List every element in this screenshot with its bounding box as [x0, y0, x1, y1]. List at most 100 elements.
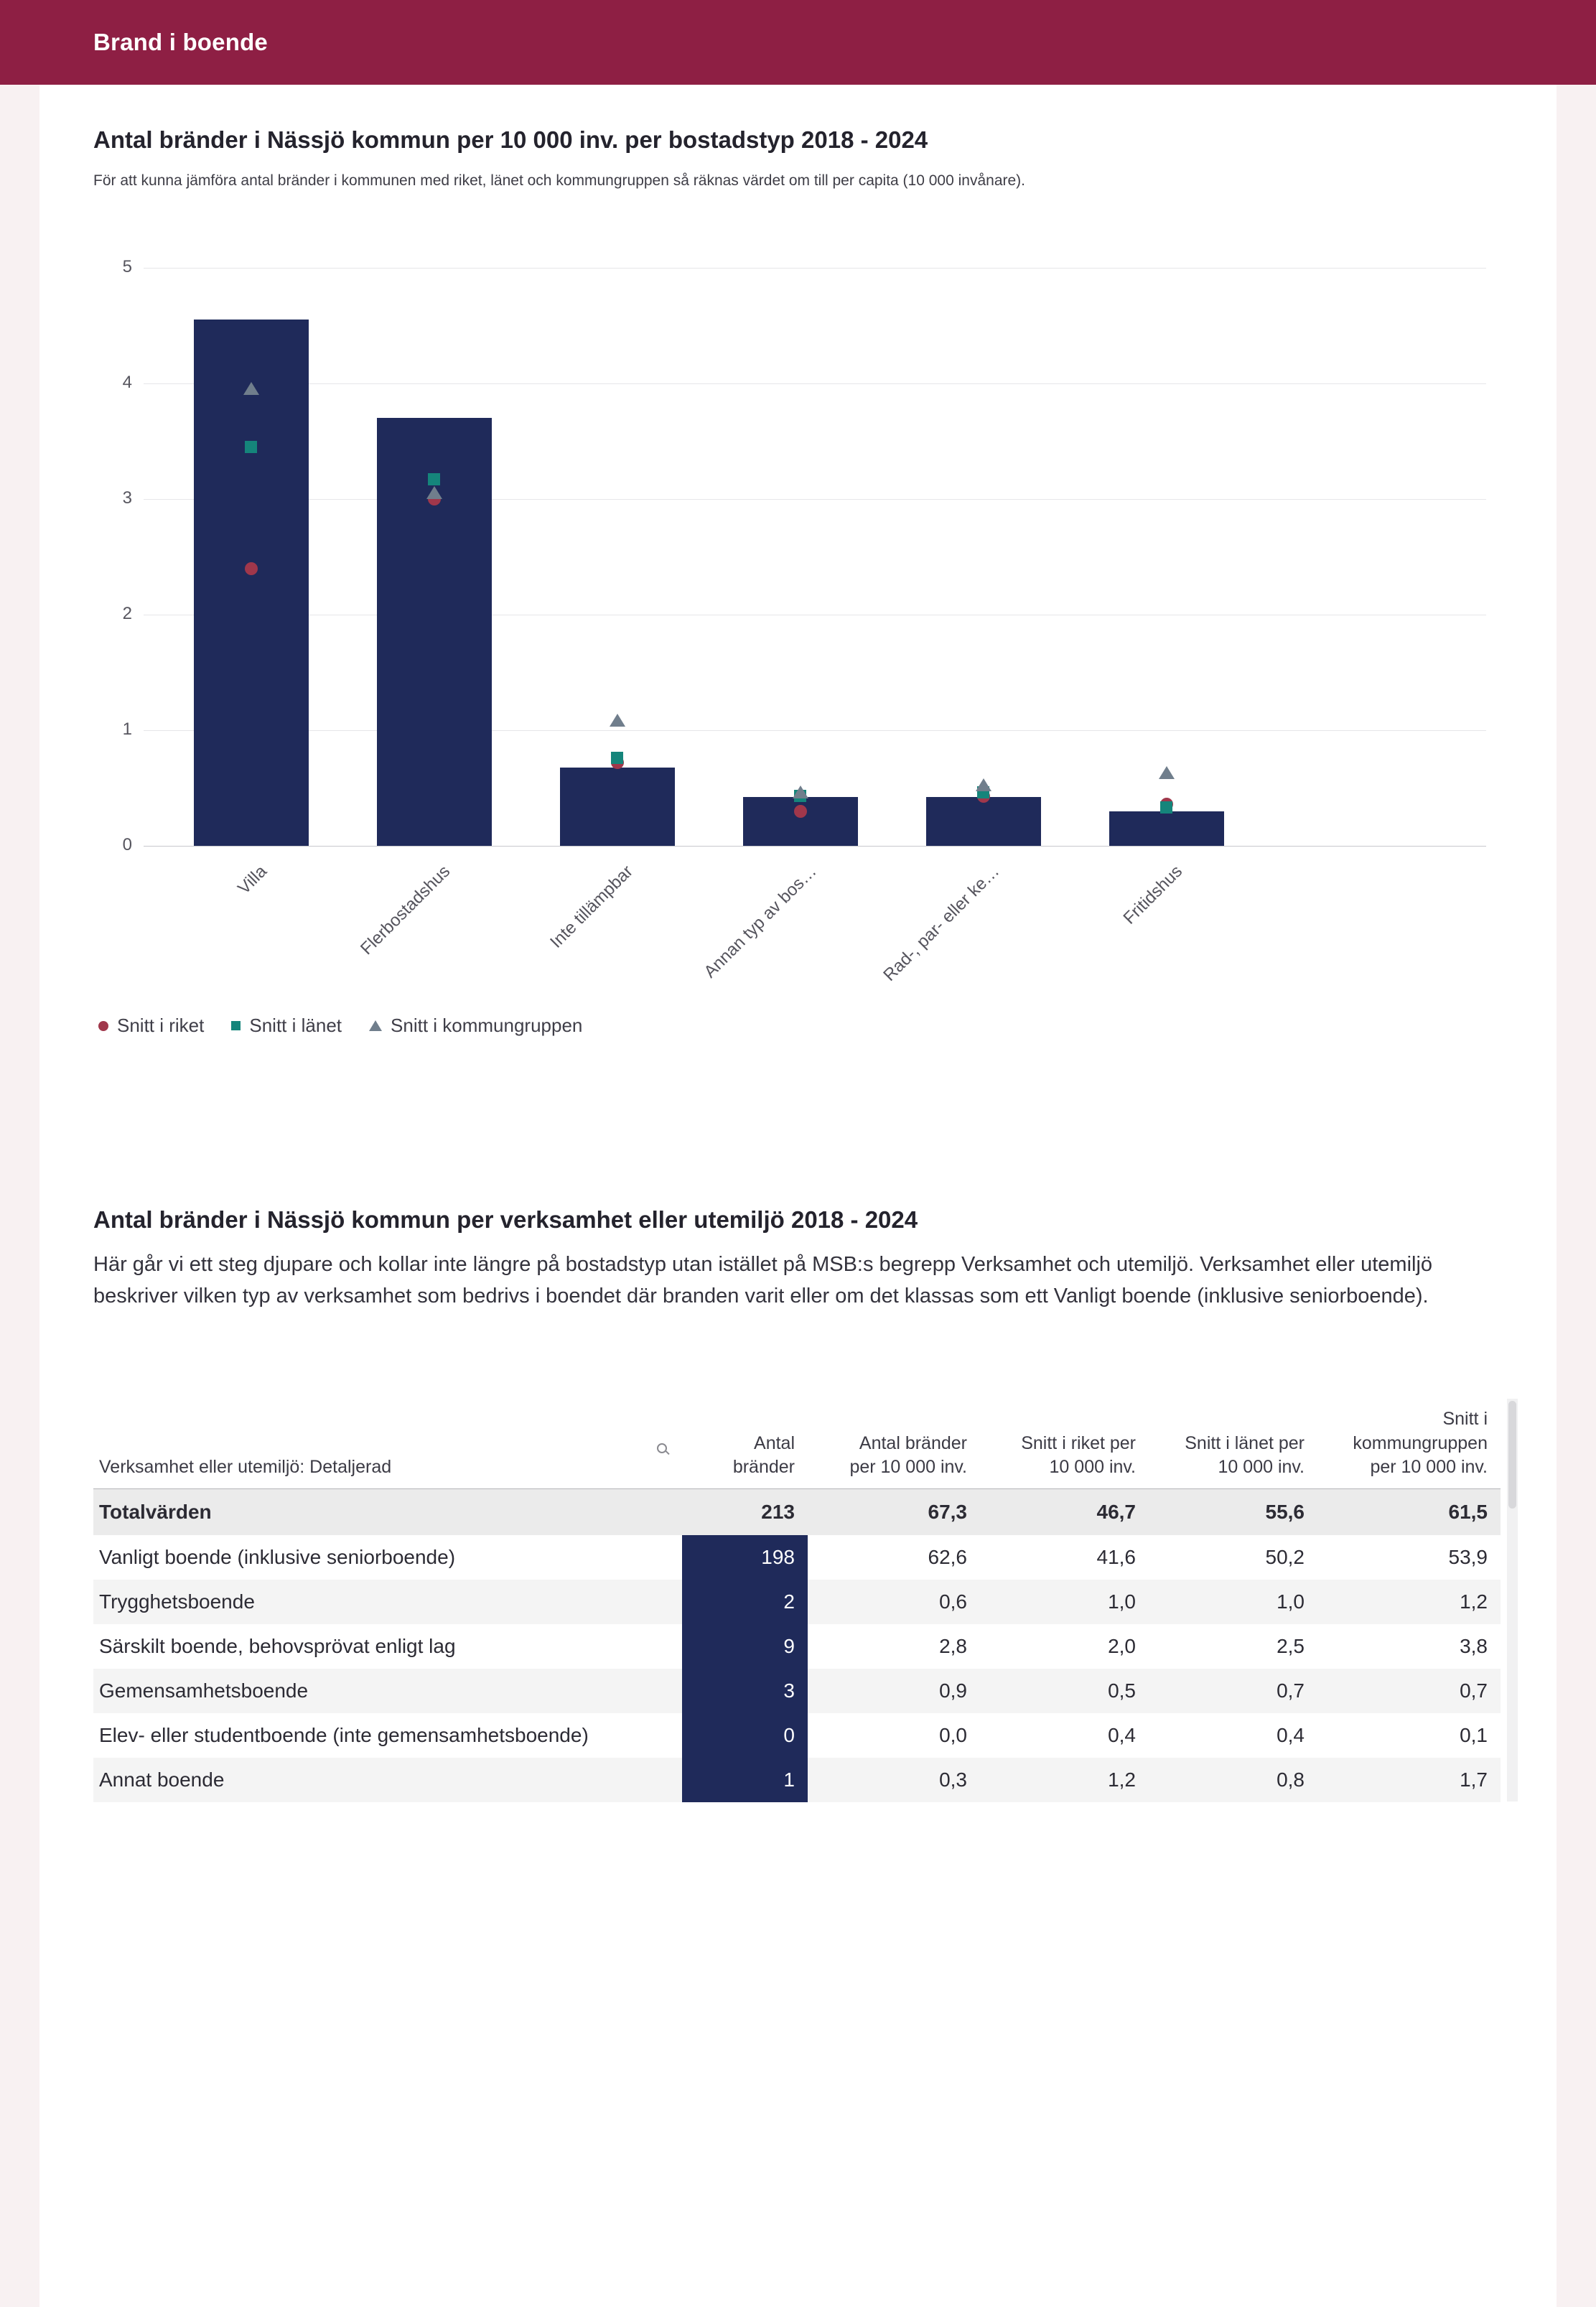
value-cell: 50,2 [1265, 1546, 1305, 1568]
content-card: Antal bränder i Nässjö kommun per 10 000… [39, 85, 1557, 2307]
antal-brander-cell: 213 [761, 1501, 795, 1523]
x-axis-line [144, 846, 1486, 847]
value-cell: 0,7 [1460, 1679, 1488, 1702]
value-cell: 0,4 [1277, 1724, 1305, 1746]
table-row[interactable]: Gemensamhetsboende 3 0,9 0,5 0,7 0,7 [93, 1669, 1501, 1713]
value-cell: 2,5 [1277, 1635, 1305, 1657]
square-legend-marker [231, 1021, 241, 1030]
search-icon[interactable] [656, 1443, 669, 1455]
row-label: Vanligt boende (inklusive seniorboende) [99, 1546, 456, 1568]
triangle-marker[interactable] [1159, 765, 1175, 779]
column-header-label: Verksamhet eller utemiljö: Detaljerad [99, 1457, 392, 1478]
triangle-legend-marker [369, 1020, 383, 1031]
table-section-description: Här går vi ett steg djupare och kollar i… [93, 1253, 1433, 1308]
x-axis-label-text: Flerbostadshus [356, 862, 454, 959]
column-header[interactable]: Antal bränder [682, 1399, 808, 1488]
y-axis-tick-label: 1 [122, 719, 132, 739]
triangle-marker[interactable] [976, 778, 991, 792]
column-header[interactable]: Snitt i riket per 10 000 inv. [980, 1399, 1149, 1488]
column-header-label: Antal bränder per 10 000 inv. [849, 1432, 967, 1478]
legend-item[interactable]: Snitt i riket [98, 1015, 204, 1037]
gridline [144, 383, 1486, 384]
antal-brander-cell: 3 [682, 1669, 808, 1713]
circle-marker[interactable] [794, 804, 807, 818]
table-row[interactable]: Trygghetsboende 2 0,6 1,0 1,0 1,2 [93, 1580, 1501, 1624]
column-header-label: Snitt i kommungruppen per 10 000 inv. [1353, 1408, 1488, 1478]
value-cell: 0,3 [939, 1768, 967, 1791]
y-axis-tick-label: 3 [122, 488, 132, 508]
chart-section-title: Antal bränder i Nässjö kommun per 10 000… [93, 126, 928, 153]
value-cell: 2,0 [1108, 1635, 1136, 1657]
value-cell: 0,0 [939, 1724, 967, 1746]
table-row[interactable]: Vanligt boende (inklusive seniorboende) 1… [93, 1535, 1501, 1580]
triangle-marker[interactable] [426, 485, 442, 499]
y-axis-tick-label: 2 [122, 604, 132, 623]
value-cell: 0,6 [939, 1590, 967, 1613]
row-label: Totalvärden [99, 1501, 212, 1523]
value-cell: 1,2 [1108, 1768, 1136, 1791]
chart-legend: Snitt i riket Snitt i länet Snitt i kommun… [98, 1015, 582, 1037]
legend-item[interactable]: Snitt i kommungruppen [369, 1015, 582, 1037]
value-cell: 67,3 [928, 1501, 968, 1523]
page-title: Brand i boende [93, 29, 268, 55]
bar[interactable] [926, 797, 1041, 846]
y-axis-tick-label: 4 [122, 373, 132, 392]
table-header-row: Verksamhet eller utemiljö: Detaljerad Ant… [93, 1399, 1501, 1489]
table-row[interactable]: Totalvärden 213 67,3 46,7 55,6 61,5 [93, 1489, 1501, 1535]
row-label: Annat boende [99, 1768, 225, 1791]
x-axis-label-text: Rad-, par- eller ke… [879, 862, 1004, 985]
circle-legend-marker [98, 1020, 108, 1031]
value-cell: 0,9 [939, 1679, 967, 1702]
triangle-marker[interactable] [243, 382, 259, 396]
value-cell: 55,6 [1265, 1501, 1305, 1523]
column-header-label: Snitt i länet per 10 000 inv. [1185, 1432, 1305, 1478]
circle-marker[interactable] [245, 561, 258, 575]
triangle-marker[interactable] [793, 785, 808, 798]
table-scrollbar[interactable] [1507, 1399, 1518, 1802]
table-scrollbar-thumb[interactable] [1508, 1401, 1516, 1509]
triangle-marker[interactable] [610, 714, 625, 727]
value-cell: 0,1 [1460, 1724, 1488, 1746]
y-axis-tick-label: 0 [122, 835, 132, 854]
column-header[interactable]: Verksamhet eller utemiljö: Detaljerad [93, 1399, 682, 1488]
bar-chart: 0 1 2 3 4 5 Villa Flerbostadshus Inte tillämpbar… [93, 246, 1522, 1007]
column-header-label: Antal bränder [732, 1432, 795, 1478]
legend-item[interactable]: Snitt i länet [231, 1015, 342, 1037]
gridline [144, 730, 1486, 731]
square-marker[interactable] [1160, 801, 1172, 814]
antal-brander-cell: 198 [682, 1535, 808, 1580]
value-cell: 1,0 [1277, 1590, 1305, 1613]
column-header[interactable]: Snitt i kommungruppen per 10 000 inv. [1317, 1399, 1501, 1488]
bar[interactable] [1109, 811, 1224, 846]
column-header[interactable]: Antal bränder per 10 000 inv. [808, 1399, 980, 1488]
value-cell: 61,5 [1448, 1501, 1488, 1523]
value-cell: 0,4 [1108, 1724, 1136, 1746]
x-axis-label-text: Fritidshus [1119, 862, 1187, 928]
value-cell: 1,0 [1108, 1590, 1136, 1613]
value-cell: 0,8 [1277, 1768, 1305, 1791]
antal-brander-cell: 1 [682, 1758, 808, 1802]
table-row[interactable]: Annat boende 1 0,3 1,2 0,8 1,7 [93, 1758, 1501, 1802]
antal-brander-cell: 9 [682, 1624, 808, 1669]
x-axis-label-text: Inte tillämpbar [546, 862, 638, 952]
row-label: Särskilt boende, behovsprövat enligt lag [99, 1635, 456, 1657]
antal-brander-cell: 2 [682, 1580, 808, 1624]
bar[interactable] [560, 767, 675, 846]
x-axis-label-text: Villa [234, 862, 271, 898]
bar[interactable] [194, 320, 309, 846]
table-row[interactable]: Elev- eller studentboende (inte gemensam… [93, 1713, 1501, 1758]
antal-brander-cell: 0 [682, 1713, 808, 1758]
square-marker[interactable] [611, 751, 623, 764]
app-header: Brand i boende [0, 0, 1596, 85]
value-cell: 0,7 [1277, 1679, 1305, 1702]
square-marker[interactable] [428, 472, 440, 485]
table-row[interactable]: Särskilt boende, behovsprövat enligt lag… [93, 1624, 1501, 1669]
legend-label: Snitt i kommungruppen [391, 1015, 583, 1036]
square-marker[interactable] [245, 440, 257, 453]
legend-label: Snitt i länet [249, 1015, 342, 1036]
row-label: Elev- eller studentboende (inte gemensam… [99, 1724, 589, 1746]
gridline [144, 499, 1486, 500]
column-header[interactable]: Snitt i länet per 10 000 inv. [1149, 1399, 1317, 1488]
value-cell: 1,7 [1460, 1768, 1488, 1791]
